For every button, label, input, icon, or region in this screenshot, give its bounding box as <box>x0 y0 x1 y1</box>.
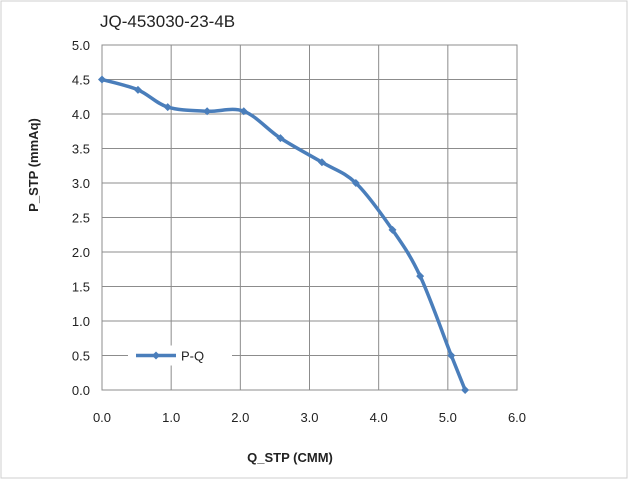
x-tick-label: 1.0 <box>162 410 180 425</box>
series-layer <box>98 75 470 394</box>
y-tick-label: 4.5 <box>72 73 90 88</box>
data-point <box>351 179 360 187</box>
y-tick-label: 0.0 <box>72 383 90 398</box>
series-line <box>101 77 467 391</box>
y-tick-label: 3.0 <box>72 176 90 191</box>
grid-layer <box>101 44 518 391</box>
y-tick-label: 2.0 <box>72 245 90 260</box>
x-tick-label: 5.0 <box>439 410 457 425</box>
axis-layer: 0.0 0.5 1.0 1.5 2.0 2.5 3.0 3.5 4.0 4.5 5.0 0.0 1.0 2… <box>72 38 526 425</box>
data-point <box>461 386 470 394</box>
data-point <box>447 351 456 360</box>
y-tick-label: 3.5 <box>72 142 90 157</box>
x-tick-label: 2.0 <box>231 410 249 425</box>
data-point <box>276 134 285 143</box>
y-tick-label: 1.0 <box>72 314 90 329</box>
x-tick-label: 0.0 <box>93 410 111 425</box>
legend: P-Q <box>136 349 204 364</box>
x-tick-label: 4.0 <box>370 410 388 425</box>
y-tick-label: 1.5 <box>72 280 90 295</box>
data-point <box>133 85 142 94</box>
y-tick-label: 2.5 <box>72 211 90 226</box>
legend-label: P-Q <box>181 349 204 364</box>
data-point <box>416 272 425 281</box>
y-tick-label: 0.5 <box>72 349 90 364</box>
data-point <box>317 158 326 167</box>
data-point <box>388 225 397 234</box>
data-point <box>98 75 106 84</box>
y-tick-label: 4.0 <box>72 107 90 122</box>
legend-marker <box>152 351 160 360</box>
x-tick-label: 6.0 <box>508 410 526 425</box>
x-axis-label: Q_STP (CMM) <box>247 450 333 465</box>
chart-title: JQ-453030-23-4B <box>100 12 236 31</box>
data-point <box>239 107 248 116</box>
data-point <box>163 103 172 112</box>
y-axis-label: P_STP (mmAq) <box>26 118 41 212</box>
plot-area-border <box>101 44 518 391</box>
y-tick-label: 5.0 <box>72 38 90 53</box>
data-point <box>203 107 212 116</box>
x-tick-label: 3.0 <box>300 410 318 425</box>
